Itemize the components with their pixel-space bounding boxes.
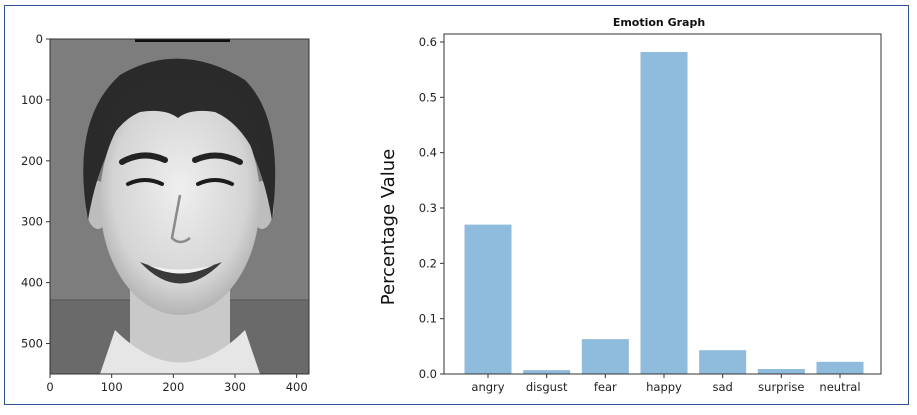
chest (100, 330, 260, 374)
chart-x-tick-label: angry (471, 380, 504, 394)
y-axis-label: Percentage Value (378, 149, 399, 305)
chart-title: Emotion Graph (613, 16, 705, 29)
teeth (148, 265, 214, 274)
chart-x-tick-label: neutral (819, 380, 860, 394)
photo-top-strip (135, 39, 230, 42)
emotion-bar-chart: Emotion Graph Percentage Value 0.0 0.1 0.2… (378, 16, 882, 394)
image-axes-frame (49, 38, 310, 375)
chart-x-tick-label: happy (646, 380, 682, 394)
image-y-tick-label: 200 (21, 154, 43, 168)
chart-x-ticks: angry disgust fear happy sad surprise neutral (471, 374, 861, 394)
chart-y-tick-label: 0.2 (419, 256, 437, 270)
nose (170, 194, 191, 244)
image-x-ticks: 0 100 200 300 400 (46, 374, 308, 394)
face-image-panel: 0 100 200 300 400 0 100 200 300 400 500 (21, 32, 310, 394)
image-y-tick-label: 300 (21, 215, 43, 229)
chart-x-tick-label: disgust (526, 380, 568, 394)
image-x-tick-label: 200 (162, 380, 184, 394)
image-x-tick-label: 400 (286, 380, 308, 394)
image-x-tick-label: 100 (101, 380, 123, 394)
right-eye (196, 178, 234, 186)
face-photo (50, 39, 309, 374)
chart-y-tick-label: 0.0 (419, 367, 437, 381)
image-y-tick-label: 500 (21, 337, 43, 351)
chart-y-tick-label: 0.4 (419, 146, 437, 160)
chart-y-tick-label: 0.3 (419, 201, 437, 215)
image-y-tick-label: 400 (21, 276, 43, 290)
image-y-tick-label: 100 (21, 93, 43, 107)
image-y-tick-label: 0 (36, 32, 43, 46)
chart-axes-frame (443, 33, 882, 375)
chart-x-tick-label: fear (594, 380, 617, 394)
chart-y-tick-label: 0.6 (419, 35, 437, 49)
chart-x-tick-label: sad (712, 380, 732, 394)
image-y-ticks: 0 100 200 300 400 500 (21, 32, 50, 351)
bar-happy (640, 51, 688, 375)
hair-fringe (98, 77, 262, 170)
chart-y-tick-label: 0.5 (419, 90, 437, 104)
image-x-tick-label: 0 (46, 380, 53, 394)
bar-neutral (816, 361, 864, 374)
bar-fear (581, 339, 629, 374)
chart-y-tick-label: 0.1 (419, 312, 437, 326)
right-eyebrow (192, 152, 243, 165)
bar-angry (464, 224, 512, 374)
bars (464, 51, 864, 375)
chart-y-ticks: 0.0 0.1 0.2 0.3 0.4 0.5 0.6 (419, 35, 444, 381)
bar-sad (699, 350, 747, 374)
image-x-tick-label: 300 (224, 380, 246, 394)
left-eyebrow (119, 152, 168, 165)
chart-x-tick-label: surprise (758, 380, 804, 394)
left-eye (126, 178, 164, 186)
bar-disgust (523, 370, 571, 374)
bar-surprise (757, 369, 805, 374)
